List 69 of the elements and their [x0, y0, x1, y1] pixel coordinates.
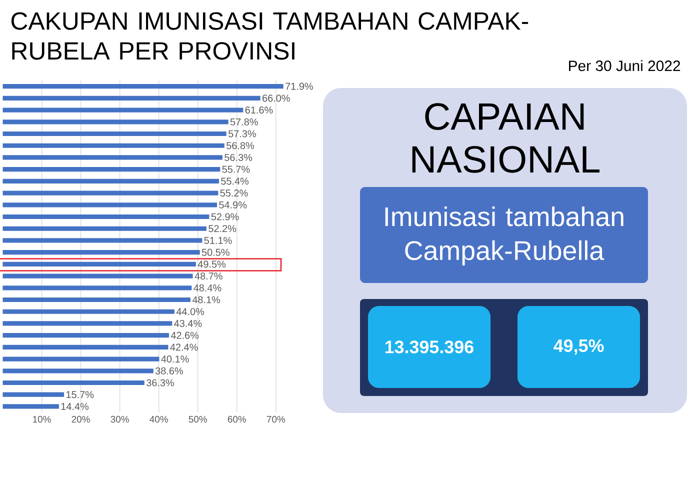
bar	[2, 226, 206, 231]
data-label: 52.9%	[211, 213, 239, 220]
bar	[2, 321, 172, 326]
data-label: 50.5%	[202, 248, 230, 256]
data-label: 49.5%	[198, 260, 226, 268]
data-label: 54.9%	[219, 201, 247, 208]
text: Imunisasi tambahan Campak-Rubella	[385, 206, 624, 266]
chart-title: CAKUPAN IMUNISASI TAMBAHAN CAMPAK-RUBELA PER PROVINSI	[11, 12, 528, 60]
data-label: 55.7%	[222, 166, 250, 173]
data-label: 42.4%	[170, 344, 198, 351]
data-label: 51.1%	[204, 236, 232, 244]
data-label: 48.1%	[192, 296, 220, 304]
bar	[2, 214, 210, 220]
text: Per 30 Juni 2022	[569, 60, 680, 72]
bar	[2, 297, 190, 302]
x-tick-label: 10%	[33, 416, 51, 423]
text: 13.395.396	[385, 340, 474, 354]
data-label: 40.1%	[161, 356, 189, 363]
bar	[2, 190, 218, 196]
data-label: 42.6%	[170, 332, 199, 339]
data-label: 38.6%	[155, 367, 183, 374]
text: 49,5%	[554, 339, 604, 355]
x-tick-label: 20%	[72, 416, 90, 423]
data-label: 15.7%	[66, 391, 94, 398]
bar	[2, 368, 154, 374]
bar	[2, 344, 168, 350]
text: CAPAIAN NASIONAL	[412, 103, 600, 173]
bar	[2, 178, 219, 184]
bar	[2, 250, 200, 255]
data-label: 52.2%	[208, 225, 236, 232]
data-label: 71.9%	[286, 82, 313, 90]
data-label: 66.0%	[262, 94, 290, 102]
data-label: 61.6%	[245, 106, 273, 114]
bar	[2, 155, 222, 160]
bar	[2, 96, 260, 100]
data-label: 57.3%	[228, 130, 256, 138]
bar	[2, 404, 59, 409]
data-label: 48.7%	[194, 272, 222, 280]
bar	[2, 238, 202, 243]
data-label: 48.4%	[194, 284, 222, 292]
bar	[2, 143, 224, 148]
data-label: 57.8%	[230, 118, 258, 126]
bar	[2, 84, 284, 89]
x-tick-label: 60%	[228, 416, 246, 423]
data-label: 56.8%	[226, 142, 254, 150]
x-tick-label: 70%	[266, 416, 286, 423]
data-label: 56.3%	[224, 154, 252, 161]
x-tick-label: 50%	[188, 416, 208, 423]
data-label: 43.4%	[174, 320, 202, 327]
bar	[2, 131, 226, 136]
bar	[2, 202, 218, 208]
data-label: 55.2%	[220, 190, 248, 197]
bar	[2, 309, 174, 314]
x-tick-label: 40%	[150, 416, 168, 423]
bar	[2, 120, 228, 124]
bar	[2, 286, 192, 290]
data-label: 14.4%	[61, 402, 89, 410]
bar	[2, 262, 196, 266]
bar	[2, 333, 169, 338]
data-label: 36.3%	[146, 379, 174, 386]
x-tick-label: 30%	[110, 416, 129, 423]
data-label: 55.4%	[221, 178, 249, 185]
bar	[2, 108, 244, 112]
data-label: 44.0%	[176, 308, 204, 316]
bar	[2, 392, 64, 397]
bar	[2, 380, 144, 386]
bar	[2, 356, 160, 362]
bar	[2, 274, 193, 278]
bar	[2, 167, 220, 172]
